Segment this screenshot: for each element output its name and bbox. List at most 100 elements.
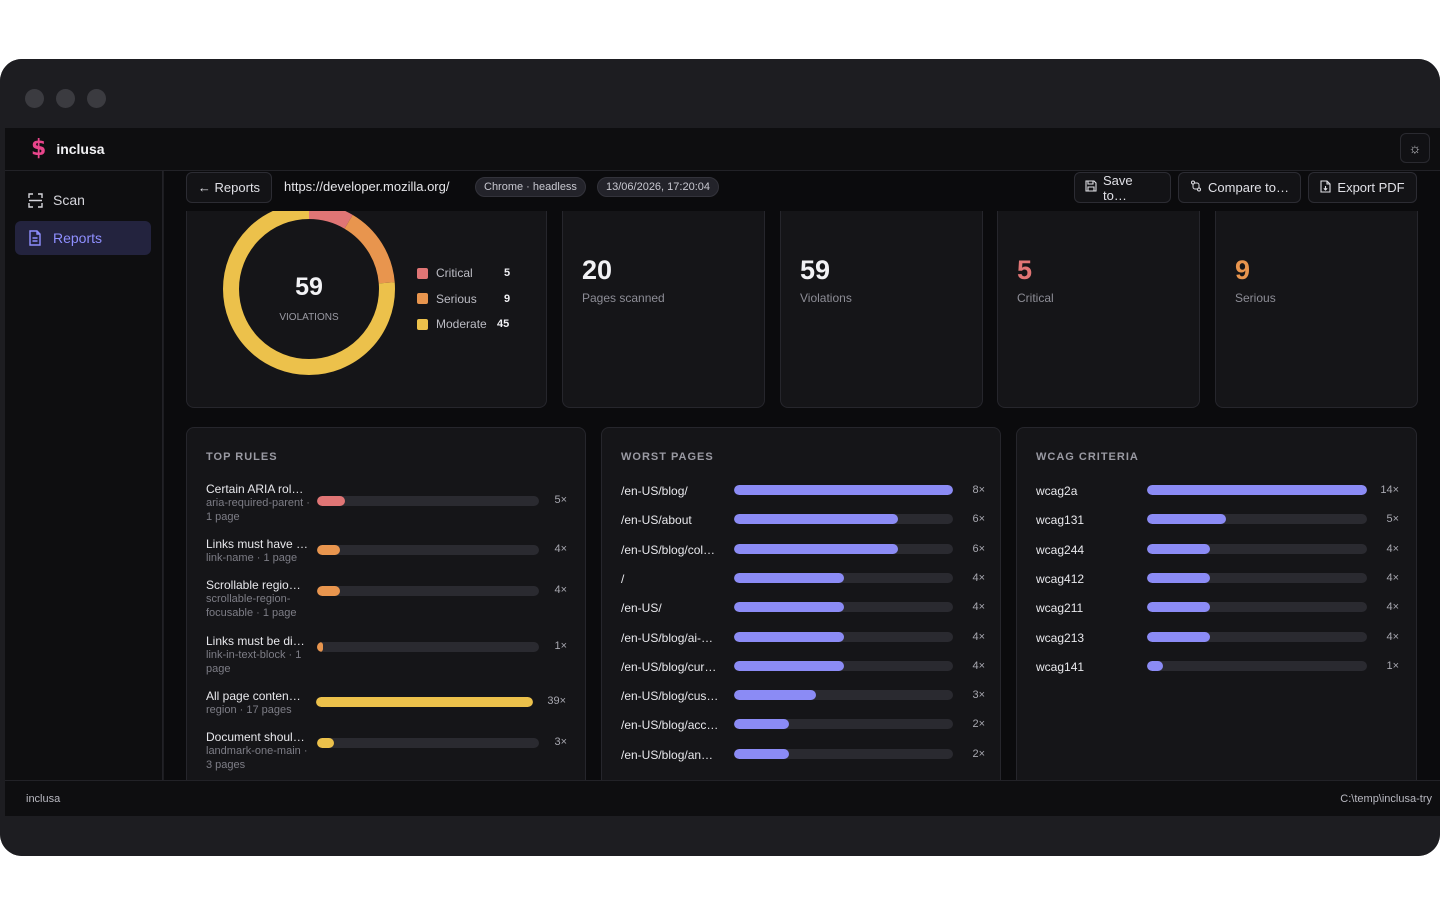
page-row[interactable]: / 4× [602,571,1002,591]
rule-count: 5× [554,494,567,506]
page-bar-fill [734,690,817,701]
compare-icon [1190,180,1202,195]
rule-bar-track [317,545,539,555]
compare-to-button[interactable]: Compare to… [1178,172,1301,203]
rule-name: Document shoul… [206,730,305,744]
report-url: https://developer.mozilla.org/ [284,179,450,194]
rule-bar-fill [317,586,340,596]
window-close-button[interactable] [25,89,44,108]
date-pill: 13/06/2026, 17:20:04 [597,177,719,197]
stat-label: Critical [1017,291,1054,305]
wcag-count: 4× [1386,542,1399,555]
page-bar-fill [734,719,789,730]
save-to-button[interactable]: Save to… [1074,172,1171,203]
page-bar-track [734,748,953,759]
save-to-label: Save to… [1103,172,1133,203]
wcag-row[interactable]: wcag141 1× [1017,659,1417,679]
page-row[interactable]: /en-US/about 6× [602,512,1002,532]
page-label: / [621,571,625,586]
wcag-bar-fill [1147,514,1226,525]
main-content: ← Reports https://developer.mozilla.org/… [164,171,1440,780]
window-maximize-button[interactable] [87,89,106,108]
page-count: 4× [972,601,985,614]
wcag-row[interactable]: wcag244 4× [1017,542,1417,562]
legend-value: 5 [504,267,511,279]
legend-label: Critical [436,266,473,280]
page-bar-fill [734,572,844,583]
page-bar-fill [734,602,844,613]
theme-toggle-button[interactable]: ☼ [1400,133,1430,163]
rule-bar-fill [317,738,335,748]
page-bar-track [734,485,953,495]
page-label: /en-US/blog/cus… [621,689,719,704]
sidebar-item-reports[interactable]: Reports [15,221,151,255]
page-row[interactable]: /en-US/blog/ai-… 4× [602,630,1002,650]
rule-row[interactable]: Certain ARIA rol… aria-required-parent · … [187,482,587,527]
page-row[interactable]: /en-US/blog/col… 6× [602,542,1002,562]
page-row[interactable]: /en-US/blog/cur… 4× [602,659,1002,679]
rule-row[interactable]: Scrollable regio… scrollable-region-focus… [187,578,587,623]
wcag-row[interactable]: wcag211 4× [1017,600,1417,620]
page-bar-fill [734,748,789,759]
wcag-label: wcag2a [1036,484,1078,498]
window-minimize-button[interactable] [56,89,75,108]
wcag-count: 5× [1386,513,1399,526]
rule-row[interactable]: All page conten… region · 17 pages 39× [187,689,587,734]
rule-bar-fill [317,642,323,652]
stat-card-pages-scanned: 20 Pages scanned [562,211,765,408]
rule-bar-track [317,738,539,748]
back-to-reports-button[interactable]: ← Reports [186,172,272,203]
page-bar-fill [734,543,899,554]
wcag-bar-fill [1147,631,1210,642]
rule-bar-fill [317,496,346,506]
rule-sub: link-in-text-block · 1 page [206,649,302,675]
wcag-row[interactable]: wcag2a 14× [1017,483,1417,503]
brand: $ inclusa [31,136,105,162]
wcag-bar-fill [1147,660,1163,671]
donut-total-label: VIOLATIONS [279,312,339,323]
sidebar-item-label: Reports [53,230,103,246]
rule-name: Links must be di… [206,634,305,648]
page-row[interactable]: /en-US/blog/cus… 3× [602,688,1002,708]
rule-count: 4× [554,584,567,596]
stat-card-critical: 5 Critical [997,211,1200,408]
rule-row[interactable]: Document shoul… landmark-one-main · 3 pag… [187,730,587,775]
wcag-label: wcag131 [1036,513,1085,528]
rule-row[interactable]: Links must be di… link-in-text-block · 1 … [187,634,587,679]
wcag-bar-fill [1147,543,1210,554]
page-label: /en-US/blog/ai-… [621,630,714,645]
wcag-row[interactable]: wcag213 4× [1017,630,1417,650]
rule-row[interactable]: Links must have … link-name · 1 page 4× [187,537,587,582]
rule-sub: scrollable-region-focusable · 1 page [206,593,297,619]
rule-bar-fill [317,545,340,555]
top-rules-panel: TOP RULES Certain ARIA rol… aria-required… [186,427,586,780]
page-count: 3× [972,689,985,702]
page-bar-track [734,660,953,671]
severity-donut-chart [223,211,395,375]
legend-swatch [417,267,428,279]
page-row[interactable]: /en-US/blog/an… 2× [602,747,1002,767]
page-row[interactable]: /en-US/blog/acc… 2× [602,717,1002,737]
stat-label: Violations [800,291,852,305]
donut-total: 59 [295,273,323,301]
legend-label: Moderate [436,317,487,331]
scan-icon [27,192,43,208]
brand-logo-icon: $ [31,136,47,161]
page-label: /en-US/blog/acc… [621,718,719,733]
wcag-row[interactable]: wcag412 4× [1017,571,1417,591]
donut-segment-moderate [223,211,395,375]
page-row[interactable]: /en-US/4× [602,600,1002,620]
page-label: /en-US/about [621,513,692,528]
sidebar-item-scan[interactable]: Scan [15,183,151,217]
export-pdf-button[interactable]: Export PDF [1308,172,1417,203]
page-label: /en-US/blog/col… [621,542,716,557]
page-row[interactable]: /en-US/blog/8× [602,483,1002,503]
save-icon [1085,180,1097,195]
wcag-row[interactable]: wcag131 5× [1017,512,1417,532]
wcag-label: wcag211 [1036,601,1084,616]
legend-item-serious: Serious [417,292,477,306]
legend-value: 9 [504,292,511,305]
rule-count: 39× [547,695,566,707]
stat-label: Serious [1235,291,1276,305]
wcag-bar-track [1147,514,1367,525]
